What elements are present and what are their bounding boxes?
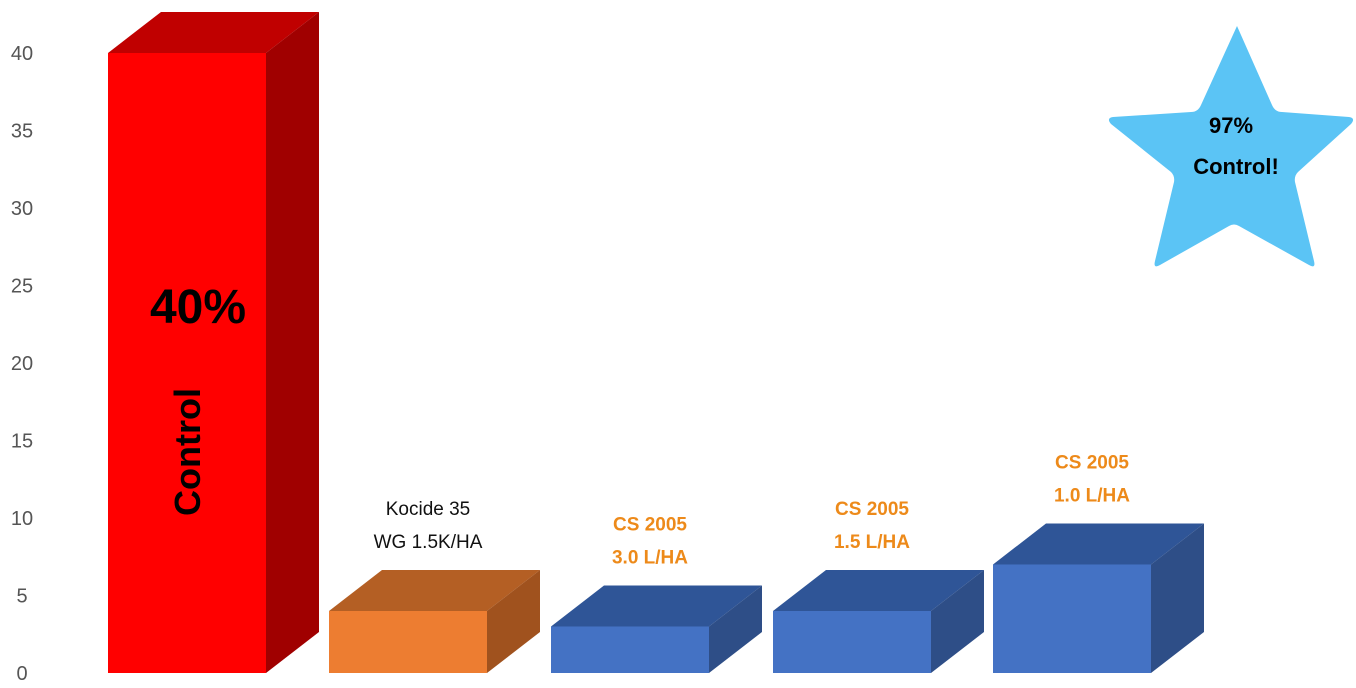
star-control-text: Control! <box>1193 154 1279 179</box>
bar-top-face <box>551 585 762 627</box>
bar-side-face <box>1151 523 1204 673</box>
bar-front-face <box>773 611 931 673</box>
bar <box>993 523 1204 673</box>
y-tick-label: 40 <box>11 43 33 65</box>
y-tick-label: 25 <box>11 276 33 298</box>
bar-category-label: Kocide 35 <box>386 499 471 520</box>
y-axis: 0 5 10 15 20 25 30 35 40 <box>11 43 33 685</box>
bar-category-label: CS 2005 <box>1055 453 1129 474</box>
bar-category-label: 1.5 L/HA <box>834 532 910 553</box>
bar-front-face <box>551 626 709 673</box>
y-tick-label: 5 <box>16 586 27 608</box>
y-tick-label: 35 <box>11 121 33 143</box>
star-icon <box>1108 26 1354 267</box>
bar-side-face <box>266 12 319 673</box>
bar-category-label: 3.0 L/HA <box>612 548 688 569</box>
bar-category-label: WG 1.5K/HA <box>374 532 483 553</box>
y-tick-label: 0 <box>16 663 27 683</box>
bar-top-face <box>329 570 540 611</box>
bar-side-face <box>709 585 762 673</box>
bar-front-face <box>993 564 1151 673</box>
bar-side-face <box>931 570 984 673</box>
y-tick-label: 30 <box>11 198 33 220</box>
star-callout: 97% Control! <box>1108 26 1354 267</box>
bar-category-label: 1.0 L/HA <box>1054 486 1130 507</box>
y-tick-label: 20 <box>11 353 33 375</box>
bar-top-face <box>108 12 319 53</box>
y-tick-label: 15 <box>11 431 33 453</box>
bar <box>773 570 984 673</box>
bar-labels: Kocide 35 WG 1.5K/HA CS 2005 3.0 L/HA CS 200… <box>374 453 1131 569</box>
star-percent-text: 97% <box>1209 113 1253 138</box>
bar-front-face <box>108 53 266 673</box>
bar-category-label: CS 2005 <box>613 515 687 536</box>
bar-top-face <box>773 570 984 611</box>
bar <box>108 12 319 673</box>
bar-top-face <box>993 523 1204 565</box>
bar-side-face <box>487 570 540 673</box>
control-annotation: 40% Control <box>150 281 246 516</box>
bar-category-label: CS 2005 <box>835 499 909 520</box>
bars <box>108 12 1204 673</box>
control-percent-label: 40% <box>150 281 246 334</box>
control-bar-label: Control <box>167 388 208 516</box>
bar <box>551 585 762 673</box>
bar-front-face <box>329 611 487 673</box>
bar <box>329 570 540 673</box>
y-tick-label: 10 <box>11 508 33 530</box>
